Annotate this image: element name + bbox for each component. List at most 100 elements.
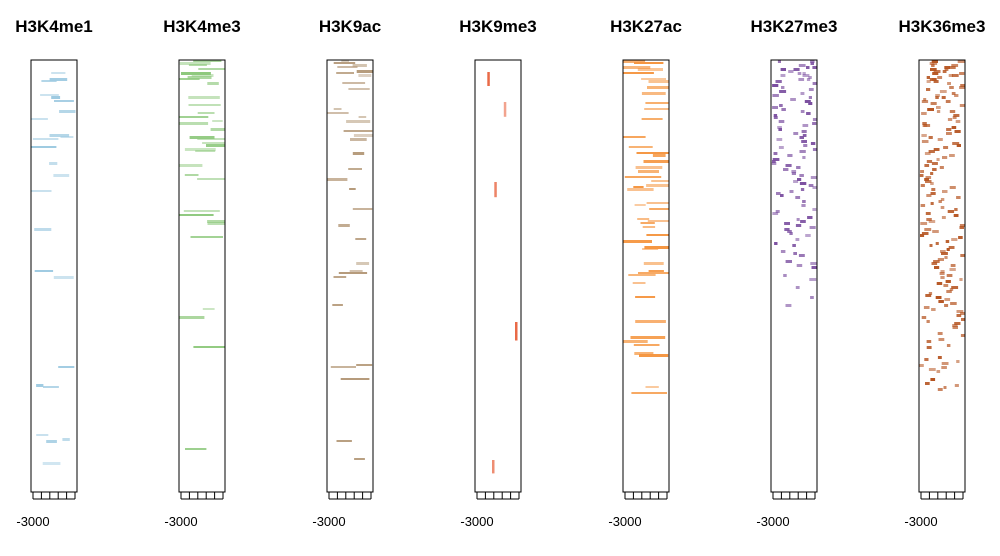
panel-frame [30,59,78,493]
heatmap-cell [931,60,938,63]
heatmap-cell [349,188,356,190]
heatmap-cell [952,116,957,119]
heatmap-cell [777,126,782,129]
heatmap-cell [193,346,225,348]
heatmap-cell [940,250,946,253]
heatmap-cell [798,64,806,67]
heatmap-cell [789,232,793,235]
heatmap-cell [808,96,812,99]
heatmap-cell [36,384,44,387]
heatmap-cell [780,250,786,253]
heatmap-cell [931,262,938,265]
heatmap-cell [943,284,949,287]
heatmap-cell [929,78,937,81]
heatmap-cell [961,318,965,321]
heatmap-cell [926,76,930,79]
heatmap-cell [941,366,947,369]
heatmap-panel: H3K4me1 -3000 [15,17,93,529]
heatmap-cell [780,194,784,197]
heatmap-cell [812,148,817,151]
heatmap-cell [812,82,817,85]
heatmap-cell [943,146,949,149]
heatmap-cell [348,88,370,90]
heatmap-cell [810,60,815,63]
heatmap-cell [193,60,222,62]
heatmap-cell [944,304,949,307]
heatmap-cell [930,68,937,71]
heatmap-cell [946,248,950,251]
panel-title: H3K9ac [319,17,381,36]
heatmap-cell [803,144,808,147]
heatmap-cell [930,378,936,381]
heatmap-cell [623,136,646,138]
heatmap-cell [647,220,669,222]
heatmap-cell [800,110,805,113]
heatmap-cell [921,134,927,137]
heatmap-cell [926,320,930,323]
heatmap-cell [800,220,806,223]
heatmap-cell [960,254,965,257]
heatmap-cell [933,260,940,263]
heatmap-cell [350,138,367,141]
heatmap-cell [637,68,663,71]
heatmap-cell [327,178,348,181]
heatmap-cell [806,112,811,115]
heatmap-cell [773,116,778,119]
heatmap-cell [953,214,959,217]
heatmap-cell [787,230,792,233]
heatmap-cell [925,212,931,215]
heatmap-cell [947,118,953,121]
heatmap-cell [778,120,785,123]
heatmap-cell [920,234,925,237]
heatmap-cell [352,64,367,67]
heatmap-cell [638,272,669,274]
heatmap-cell [634,62,664,64]
heatmap-cell [53,276,74,279]
heatmap-cell [951,74,959,77]
heatmap-cell [181,72,211,75]
heatmap-cell [799,174,804,177]
heatmap-cell [928,150,935,153]
heatmap-cell [942,156,948,159]
heatmap-cell [784,228,790,231]
heatmap-cell [946,132,952,135]
heatmap-cell [957,60,965,63]
heatmap-cell [346,120,371,123]
heatmap-cell [197,112,215,114]
heatmap-cell [333,62,356,64]
heatmap-cell [944,298,951,301]
heatmap-cell [937,388,943,391]
tick-label: -3000 [756,514,789,529]
heatmap-cell [921,140,929,143]
heatmap-cell [937,138,943,141]
heatmap-cell [492,460,495,474]
heatmap-cell [928,220,936,223]
heatmap-cell [812,118,817,121]
heatmap-cell [959,226,964,229]
heatmap-cell [810,142,816,145]
heatmap-cell [779,104,783,107]
heatmap-cell [960,334,965,337]
heatmap-cell [941,96,946,99]
heatmap-cell [806,66,810,69]
heatmap-cell [949,154,955,157]
heatmap-cell [51,96,61,99]
heatmap-cell [785,304,792,307]
heatmap-cell [348,168,362,170]
heatmap-cell [928,368,936,371]
heatmap-cell [356,364,373,366]
heatmap-cell [941,216,946,219]
heatmap-cell [646,234,669,236]
heatmap-cell [952,142,960,145]
heatmap-cell [338,224,350,227]
heatmap-cells [31,72,76,465]
heatmap-cell [627,188,654,191]
heatmap-cell [928,292,933,295]
heatmap-cell [358,74,372,77]
panel-title: H3K4me3 [163,17,241,36]
heatmap-cell [800,188,805,191]
heatmap-cell [945,240,950,243]
heatmap-cell [648,80,669,83]
heatmap-cell [935,296,942,299]
heatmap-cell [184,174,199,176]
